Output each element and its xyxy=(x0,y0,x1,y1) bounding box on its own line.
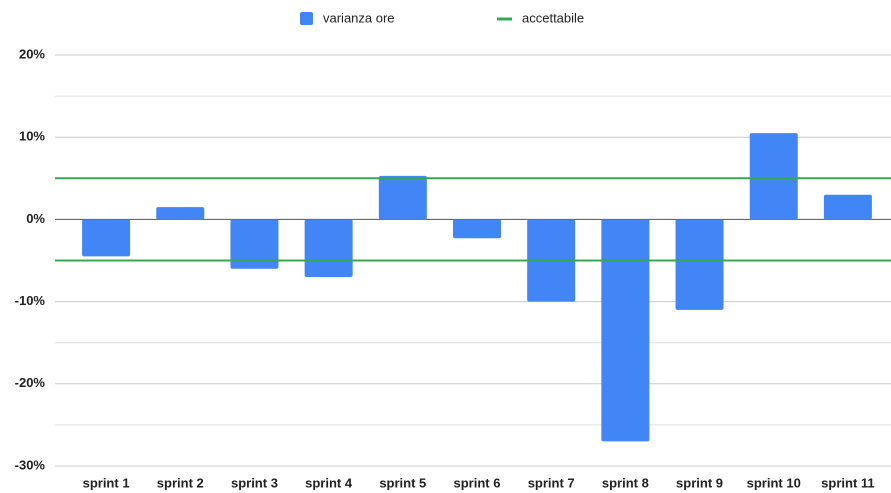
y-tick-label: 10% xyxy=(19,129,45,144)
legend-label: accettabile xyxy=(522,10,584,25)
x-tick-label: sprint 3 xyxy=(231,475,278,490)
x-tick-label: sprint 11 xyxy=(821,475,874,490)
x-tick-label: sprint 9 xyxy=(676,475,723,490)
bar xyxy=(230,219,279,269)
y-tick-label: 20% xyxy=(19,46,45,61)
y-tick-label: -30% xyxy=(15,457,46,472)
bar xyxy=(304,219,353,277)
x-tick-label: sprint 6 xyxy=(454,475,501,490)
bar xyxy=(675,219,724,310)
legend-label: varianza ore xyxy=(323,10,395,25)
x-tick-label: sprint 8 xyxy=(602,475,649,490)
x-tick-label: sprint 10 xyxy=(747,475,801,490)
x-tick-label: sprint 5 xyxy=(379,475,426,490)
x-tick-label: sprint 2 xyxy=(157,475,204,490)
x-tick-label: sprint 7 xyxy=(528,475,575,490)
y-tick-label: 0% xyxy=(26,211,45,226)
legend: varianza ore accettabile xyxy=(300,10,584,25)
bar xyxy=(156,207,205,220)
legend-swatch xyxy=(300,12,313,25)
bar xyxy=(82,219,131,257)
bar xyxy=(453,219,501,239)
bar xyxy=(823,194,872,220)
x-tick-label: sprint 1 xyxy=(83,475,130,490)
bar xyxy=(601,219,650,442)
bar xyxy=(378,175,427,220)
y-tick-label: -10% xyxy=(15,293,46,308)
y-tick-label: -20% xyxy=(15,375,46,390)
bar xyxy=(749,133,798,220)
x-tick-label: sprint 4 xyxy=(305,475,353,490)
